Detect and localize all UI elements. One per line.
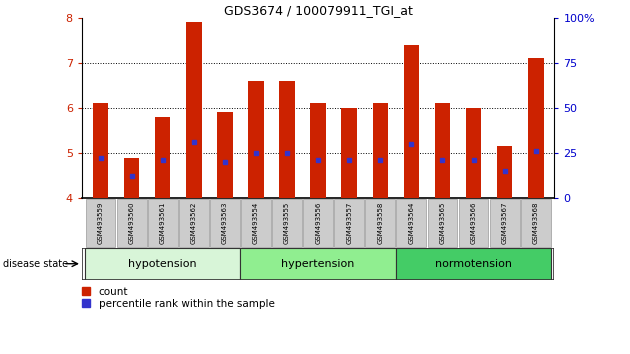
FancyBboxPatch shape: [396, 199, 427, 247]
FancyBboxPatch shape: [241, 199, 271, 247]
Text: GSM493568: GSM493568: [533, 202, 539, 244]
Title: GDS3674 / 100079911_TGI_at: GDS3674 / 100079911_TGI_at: [224, 4, 413, 17]
FancyBboxPatch shape: [335, 199, 364, 247]
Text: GSM493559: GSM493559: [98, 202, 103, 244]
Bar: [372, 103, 388, 198]
Text: GSM493567: GSM493567: [501, 202, 508, 244]
Bar: [248, 81, 264, 198]
FancyBboxPatch shape: [86, 199, 115, 247]
Text: GSM493562: GSM493562: [191, 202, 197, 244]
Text: GSM493557: GSM493557: [346, 202, 352, 244]
Legend: count, percentile rank within the sample: count, percentile rank within the sample: [82, 287, 275, 309]
Bar: [404, 45, 419, 198]
FancyBboxPatch shape: [365, 199, 395, 247]
Text: GSM493555: GSM493555: [284, 202, 290, 244]
FancyBboxPatch shape: [459, 199, 488, 247]
Bar: [466, 108, 481, 198]
Bar: [155, 117, 171, 198]
FancyBboxPatch shape: [85, 248, 241, 280]
Text: GSM493558: GSM493558: [377, 202, 383, 244]
Text: GSM493561: GSM493561: [160, 202, 166, 244]
Bar: [186, 22, 202, 198]
Text: GSM493556: GSM493556: [315, 202, 321, 244]
Bar: [217, 113, 232, 198]
Bar: [93, 103, 108, 198]
FancyBboxPatch shape: [396, 248, 551, 280]
FancyBboxPatch shape: [428, 199, 457, 247]
FancyBboxPatch shape: [148, 199, 178, 247]
Text: GSM493563: GSM493563: [222, 202, 228, 244]
Text: normotension: normotension: [435, 259, 512, 269]
FancyBboxPatch shape: [117, 199, 147, 247]
Bar: [311, 103, 326, 198]
FancyBboxPatch shape: [179, 199, 209, 247]
FancyBboxPatch shape: [241, 248, 396, 280]
Text: hypotension: hypotension: [129, 259, 197, 269]
Bar: [497, 146, 512, 198]
FancyBboxPatch shape: [303, 199, 333, 247]
Bar: [341, 108, 357, 198]
Text: GSM493566: GSM493566: [471, 202, 476, 244]
Bar: [435, 103, 450, 198]
Bar: [124, 158, 139, 198]
FancyBboxPatch shape: [490, 199, 520, 247]
Bar: [279, 81, 295, 198]
FancyBboxPatch shape: [272, 199, 302, 247]
Text: GSM493565: GSM493565: [440, 202, 445, 244]
FancyBboxPatch shape: [521, 199, 551, 247]
FancyBboxPatch shape: [210, 199, 240, 247]
Text: GSM493560: GSM493560: [129, 202, 135, 244]
Bar: [528, 58, 544, 198]
Text: GSM493554: GSM493554: [253, 202, 259, 244]
Text: disease state: disease state: [3, 259, 68, 269]
Text: hypertension: hypertension: [282, 259, 355, 269]
Text: GSM493564: GSM493564: [408, 202, 415, 244]
